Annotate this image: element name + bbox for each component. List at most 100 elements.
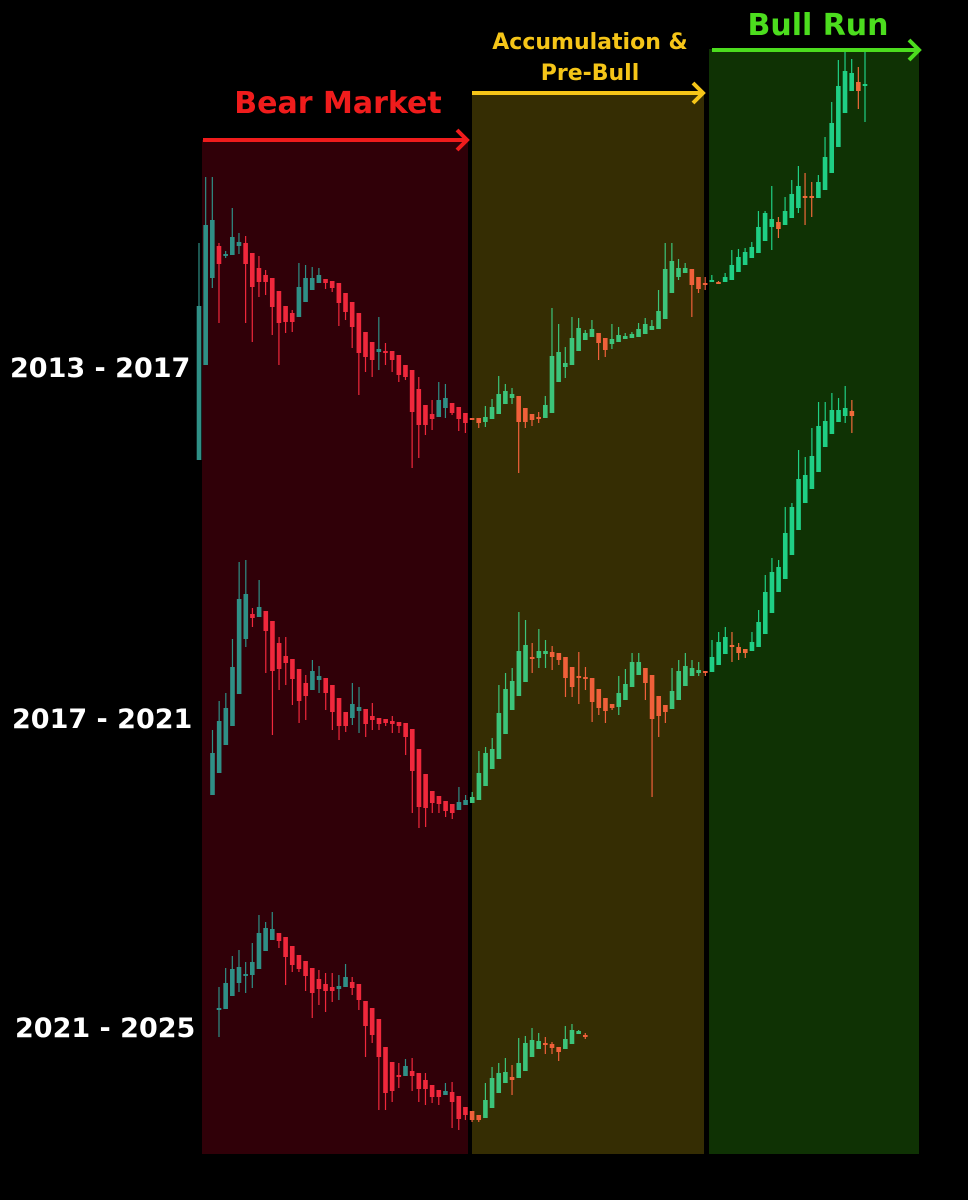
candle — [796, 450, 801, 530]
candle-body — [469, 797, 475, 803]
candle-body — [509, 1077, 515, 1080]
candle — [476, 751, 482, 800]
candle-body — [390, 721, 395, 724]
candle — [536, 412, 541, 423]
candle — [563, 1026, 568, 1049]
candle-body — [283, 937, 288, 957]
candle — [609, 704, 615, 710]
candle-body — [629, 662, 635, 687]
candle-body — [283, 656, 289, 663]
bull-run-arrow — [712, 38, 922, 62]
candle-body — [329, 281, 335, 288]
candle — [216, 243, 222, 323]
candle-body — [576, 676, 582, 678]
candle — [556, 1047, 561, 1061]
candle-body — [476, 773, 482, 800]
candle-body — [569, 667, 575, 687]
candle — [356, 313, 362, 395]
candle-body — [856, 82, 861, 91]
candle — [323, 279, 328, 289]
candle — [290, 659, 295, 705]
candle-body — [323, 678, 329, 693]
candle — [276, 637, 282, 690]
candle-body — [636, 329, 641, 337]
candle-body — [449, 403, 455, 413]
candle — [529, 643, 535, 673]
candle — [836, 398, 841, 422]
candle — [276, 933, 282, 948]
candle-body — [742, 252, 748, 265]
candle-body — [862, 84, 868, 86]
candle-body — [516, 1063, 521, 1078]
candle — [336, 698, 342, 740]
candle-body — [303, 683, 309, 696]
candle-body — [216, 721, 222, 773]
candle-body — [516, 651, 522, 696]
candle-body — [656, 696, 662, 716]
candle — [276, 291, 282, 365]
candle-body — [456, 1096, 462, 1119]
candle-body — [456, 407, 462, 419]
candle — [249, 253, 255, 342]
candle — [269, 278, 275, 335]
candle-body — [829, 123, 834, 173]
candle — [443, 1083, 448, 1095]
candle — [349, 977, 355, 995]
candle — [449, 403, 455, 415]
accumulation-label-line1: Accumulation & — [492, 30, 687, 55]
candle-body — [756, 227, 761, 253]
candle — [509, 1065, 515, 1095]
candle-body — [316, 676, 322, 680]
candle — [503, 673, 508, 734]
candle-body — [849, 73, 854, 91]
candle-body — [536, 651, 542, 658]
candle — [636, 323, 641, 337]
candle — [323, 973, 328, 1012]
candle-body — [489, 1078, 495, 1108]
candle-body — [676, 268, 681, 277]
candle — [836, 60, 841, 147]
candle — [496, 376, 501, 414]
candle — [529, 1028, 535, 1057]
candle-body — [509, 394, 515, 398]
candle — [709, 275, 715, 282]
candle-body — [416, 749, 422, 807]
candle-body — [583, 1035, 588, 1037]
candle — [250, 943, 255, 988]
candle — [423, 774, 428, 827]
candle-body — [256, 607, 262, 617]
candle — [203, 177, 208, 365]
candle-body — [230, 667, 235, 726]
candle — [403, 1059, 408, 1076]
candle-body — [609, 704, 615, 708]
candle — [369, 342, 375, 377]
candle — [443, 384, 448, 418]
candle-body — [596, 689, 602, 708]
candle-body — [622, 336, 628, 339]
candle-body — [349, 302, 355, 327]
candle — [483, 747, 488, 786]
candle-body — [349, 982, 355, 988]
candle-body — [782, 211, 788, 225]
candle — [350, 683, 355, 725]
candle — [296, 669, 302, 723]
candle — [289, 310, 295, 332]
candle-body — [729, 645, 735, 647]
candle — [230, 639, 235, 726]
candle — [662, 243, 668, 319]
candle — [549, 308, 555, 413]
candle — [363, 332, 368, 372]
candle — [283, 937, 288, 985]
candle-body — [436, 796, 442, 804]
candle-body — [796, 186, 801, 208]
candle-body — [549, 1044, 555, 1048]
candle — [729, 250, 735, 280]
candle — [376, 718, 382, 730]
candle-body — [356, 707, 362, 711]
candle-body — [802, 475, 808, 503]
candle-body — [250, 962, 255, 975]
candle-body — [310, 671, 315, 690]
candle-body — [569, 1030, 575, 1044]
candle-body — [696, 670, 701, 673]
candle-body — [236, 242, 242, 246]
